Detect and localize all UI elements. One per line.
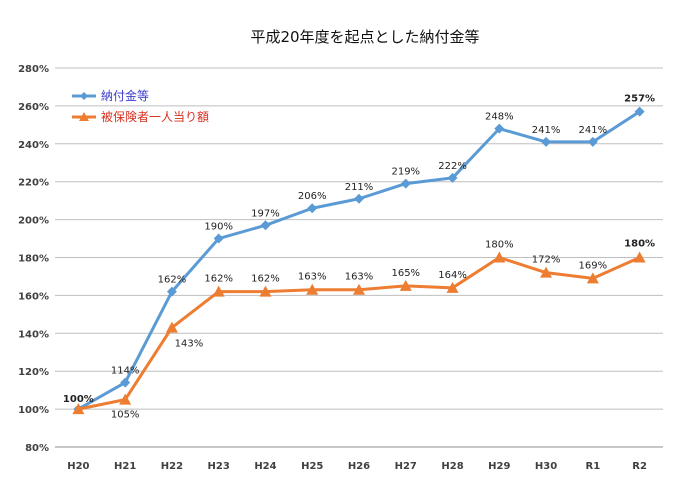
- x-axis: H20 H21 H22 H23 H24 H25 H26 H27 H28 H29 H30 R1 R2: [67, 461, 647, 472]
- data-label: 143%: [175, 339, 204, 350]
- x-tick-label: H29: [488, 461, 510, 472]
- x-tick-label: H30: [535, 461, 557, 472]
- y-tick-label: 80%: [25, 443, 49, 454]
- x-tick-label: H27: [395, 461, 417, 472]
- data-label: 241%: [579, 125, 608, 136]
- data-label: 206%: [298, 191, 327, 202]
- data-point: [586, 272, 599, 284]
- y-tick-label: 220%: [18, 178, 49, 189]
- data-point: [399, 279, 412, 291]
- data-label: 162%: [158, 275, 187, 286]
- series-group: [72, 106, 646, 415]
- y-axis: 80% 100% 120% 140% 160% 180% 200% 220% 240% 260% 2…: [18, 64, 49, 454]
- y-tick-label: 240%: [18, 140, 49, 151]
- x-tick-label: H23: [208, 461, 230, 472]
- data-label: 219%: [391, 167, 420, 178]
- data-point: [540, 266, 553, 278]
- y-tick-label: 160%: [18, 291, 49, 302]
- data-point: [400, 178, 411, 189]
- x-tick-label: H20: [67, 461, 89, 472]
- x-tick-label: H22: [161, 461, 183, 472]
- data-point: [213, 233, 224, 244]
- data-label: 163%: [345, 272, 374, 283]
- data-point: [306, 283, 319, 295]
- y-tick-label: 260%: [18, 102, 49, 113]
- data-label: 165%: [391, 268, 420, 279]
- data-label: 105%: [111, 410, 140, 421]
- data-label: 169%: [579, 260, 608, 271]
- data-point: [634, 106, 645, 117]
- data-point: [166, 286, 177, 297]
- data-point: [494, 123, 505, 134]
- y-tick-label: 140%: [18, 329, 49, 340]
- data-label: 190%: [204, 222, 233, 233]
- x-tick-label: H26: [348, 461, 370, 472]
- data-point: [446, 281, 459, 293]
- data-label: 241%: [532, 125, 561, 136]
- data-label: 114%: [111, 366, 140, 377]
- legend-label: 被保険者一人当り額: [101, 110, 209, 124]
- data-label: 162%: [204, 274, 233, 285]
- data-point: [353, 283, 365, 295]
- data-label: 197%: [251, 208, 280, 219]
- y-tick-label: 280%: [18, 64, 49, 75]
- legend-marker: [79, 112, 89, 121]
- data-point: [541, 136, 552, 147]
- x-tick-label: H28: [441, 461, 463, 472]
- data-point: [493, 251, 506, 263]
- data-point: [307, 203, 318, 214]
- chart-title: 平成20年度を起点とした納付金等: [250, 28, 479, 46]
- data-point: [72, 403, 85, 415]
- gridlines: [55, 67, 663, 448]
- x-tick-label: H24: [254, 461, 276, 472]
- y-tick-label: 180%: [18, 254, 49, 265]
- data-label: 172%: [532, 255, 561, 266]
- legend-marker: [80, 92, 88, 100]
- y-tick-label: 100%: [18, 405, 49, 416]
- legend-label: 納付金等: [101, 88, 149, 103]
- x-tick-label: R1: [586, 461, 601, 472]
- data-label: 164%: [438, 270, 467, 281]
- data-label: 163%: [298, 272, 327, 283]
- data-label: 180%: [624, 239, 655, 250]
- y-tick-label: 120%: [18, 367, 49, 378]
- data-label: 248%: [485, 112, 514, 123]
- data-label: 222%: [438, 161, 467, 172]
- data-point: [119, 393, 132, 405]
- x-tick-label: R2: [632, 461, 647, 472]
- y-tick-label: 200%: [18, 216, 49, 227]
- data-label: 100%: [63, 394, 94, 405]
- x-tick-label: H21: [114, 461, 136, 472]
- x-tick-label: H25: [301, 461, 323, 472]
- data-label: 211%: [345, 182, 374, 193]
- data-point: [120, 377, 131, 388]
- data-label: 162%: [251, 274, 280, 285]
- data-point: [259, 285, 272, 297]
- data-point: [354, 193, 364, 204]
- data-point: [212, 285, 225, 297]
- data-point: [165, 321, 178, 333]
- data-point: [447, 172, 458, 183]
- data-point: [260, 220, 271, 231]
- data-point: [633, 251, 646, 263]
- data-label: 180%: [485, 240, 514, 251]
- data-point: [587, 136, 598, 147]
- data-labels: 100% 114% 162% 190% 197% 206% 211% 219% 222% 248%…: [63, 94, 655, 421]
- data-label: 257%: [624, 94, 655, 105]
